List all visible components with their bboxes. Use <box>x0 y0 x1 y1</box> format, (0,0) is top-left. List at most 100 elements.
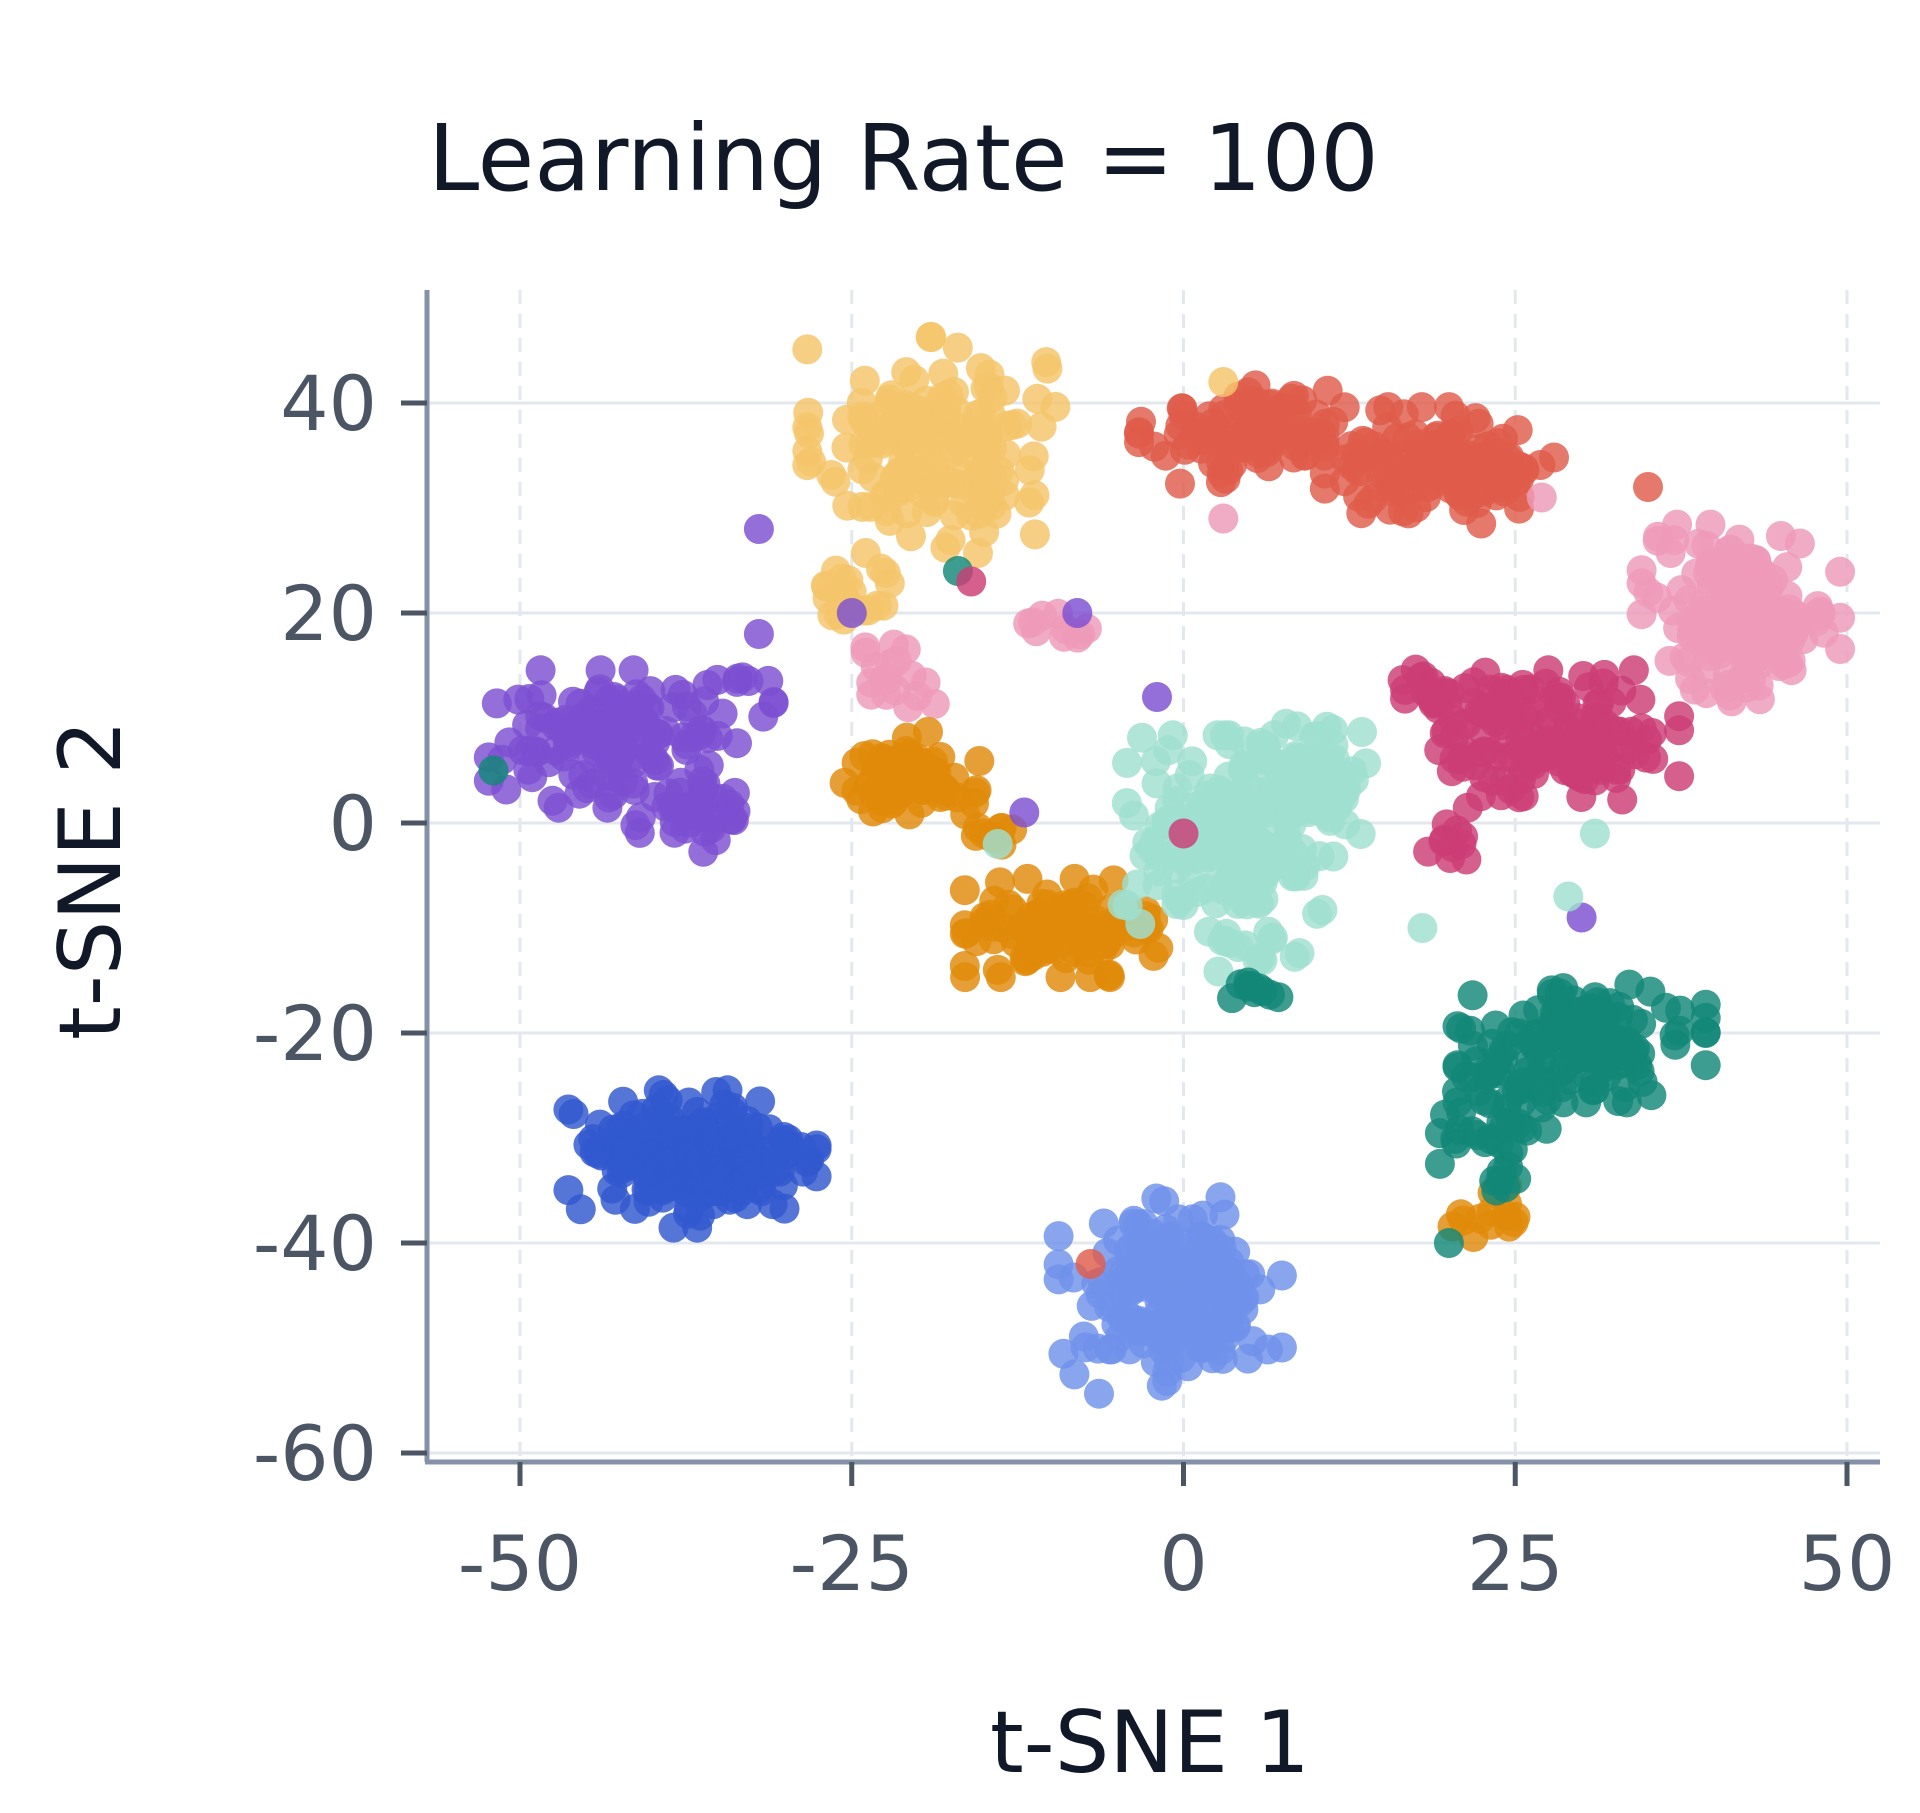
data-point <box>956 566 987 597</box>
data-point <box>1347 717 1377 747</box>
data-point <box>997 410 1027 440</box>
data-point <box>899 364 930 395</box>
data-points <box>473 322 1856 1409</box>
data-point <box>688 836 719 867</box>
data-point <box>1616 716 1647 747</box>
data-point <box>753 665 784 696</box>
data-point <box>1043 913 1074 944</box>
data-point <box>1526 482 1557 513</box>
x-tick-label: 50 <box>1799 1519 1896 1608</box>
data-point <box>1009 797 1040 828</box>
data-point <box>949 875 980 906</box>
data-point <box>1655 538 1686 568</box>
data-point <box>1150 440 1181 471</box>
data-point <box>547 714 578 745</box>
data-point <box>707 698 738 729</box>
data-point <box>720 1149 750 1180</box>
data-point <box>792 334 823 365</box>
data-point <box>1254 979 1285 1010</box>
data-point <box>1225 969 1256 1000</box>
data-point <box>1112 890 1143 921</box>
data-point <box>701 1077 732 1107</box>
data-point <box>1802 591 1833 622</box>
data-point <box>1660 1029 1691 1060</box>
data-point <box>769 1193 800 1224</box>
data-point <box>931 393 962 424</box>
data-point <box>1124 427 1154 458</box>
data-point <box>1772 552 1803 583</box>
data-point <box>1642 582 1673 613</box>
data-point <box>841 747 872 778</box>
data-point <box>1295 754 1326 785</box>
data-point <box>558 1099 589 1129</box>
data-point <box>743 514 774 544</box>
x-tick-label: -50 <box>458 1519 582 1608</box>
data-point <box>1248 884 1279 914</box>
data-point <box>1095 929 1125 960</box>
y-tick-label: -60 <box>253 1409 377 1498</box>
data-point <box>709 1126 740 1157</box>
data-point <box>1691 678 1722 709</box>
data-point <box>692 723 723 753</box>
data-point <box>667 679 698 710</box>
data-point <box>903 414 934 444</box>
data-point <box>1203 956 1234 987</box>
y-tick-label: -20 <box>253 989 377 1078</box>
data-point <box>1337 450 1368 481</box>
data-point <box>549 741 579 772</box>
data-point <box>976 474 1007 505</box>
data-point <box>852 443 883 474</box>
data-point <box>1213 761 1244 792</box>
data-point <box>590 759 621 790</box>
data-point <box>879 410 910 441</box>
data-point <box>1198 809 1229 840</box>
data-point <box>1152 1366 1183 1396</box>
data-point <box>903 768 934 799</box>
data-point <box>1076 1290 1107 1321</box>
data-point <box>722 728 752 759</box>
data-point <box>1589 659 1620 690</box>
data-point <box>1674 585 1704 616</box>
data-point <box>1424 735 1455 766</box>
data-point <box>1690 1050 1721 1081</box>
data-point <box>916 322 947 352</box>
data-point <box>1457 980 1488 1011</box>
data-point <box>930 780 961 811</box>
data-point <box>1049 621 1079 652</box>
data-point <box>1282 711 1313 742</box>
data-point <box>1558 757 1589 788</box>
data-point <box>1180 418 1211 449</box>
data-point <box>1153 735 1184 766</box>
data-point <box>928 358 959 389</box>
data-point <box>1118 800 1149 831</box>
data-point <box>1224 835 1255 866</box>
data-point <box>1452 792 1483 823</box>
data-point <box>722 663 753 694</box>
data-point <box>1487 679 1518 710</box>
data-point <box>1441 438 1472 468</box>
data-point <box>1307 895 1338 925</box>
data-point <box>1032 353 1063 384</box>
data-point <box>1765 521 1796 551</box>
data-point <box>672 1123 703 1154</box>
x-tick-label: 25 <box>1467 1519 1564 1608</box>
data-point <box>1708 571 1739 602</box>
data-point <box>632 692 663 723</box>
data-point <box>732 1189 763 1220</box>
data-point <box>1553 881 1584 912</box>
data-point <box>635 1165 666 1196</box>
data-point <box>792 450 823 481</box>
data-point <box>847 491 878 522</box>
data-point <box>1500 1201 1531 1232</box>
data-point <box>812 583 843 614</box>
data-point <box>1209 400 1240 431</box>
data-point <box>1611 1087 1642 1118</box>
data-point <box>1048 1338 1079 1369</box>
data-point <box>1442 1011 1473 1042</box>
data-point <box>537 785 568 816</box>
data-point <box>853 770 884 801</box>
data-point <box>1434 392 1464 423</box>
data-point <box>673 1087 704 1118</box>
data-point <box>1018 441 1049 472</box>
